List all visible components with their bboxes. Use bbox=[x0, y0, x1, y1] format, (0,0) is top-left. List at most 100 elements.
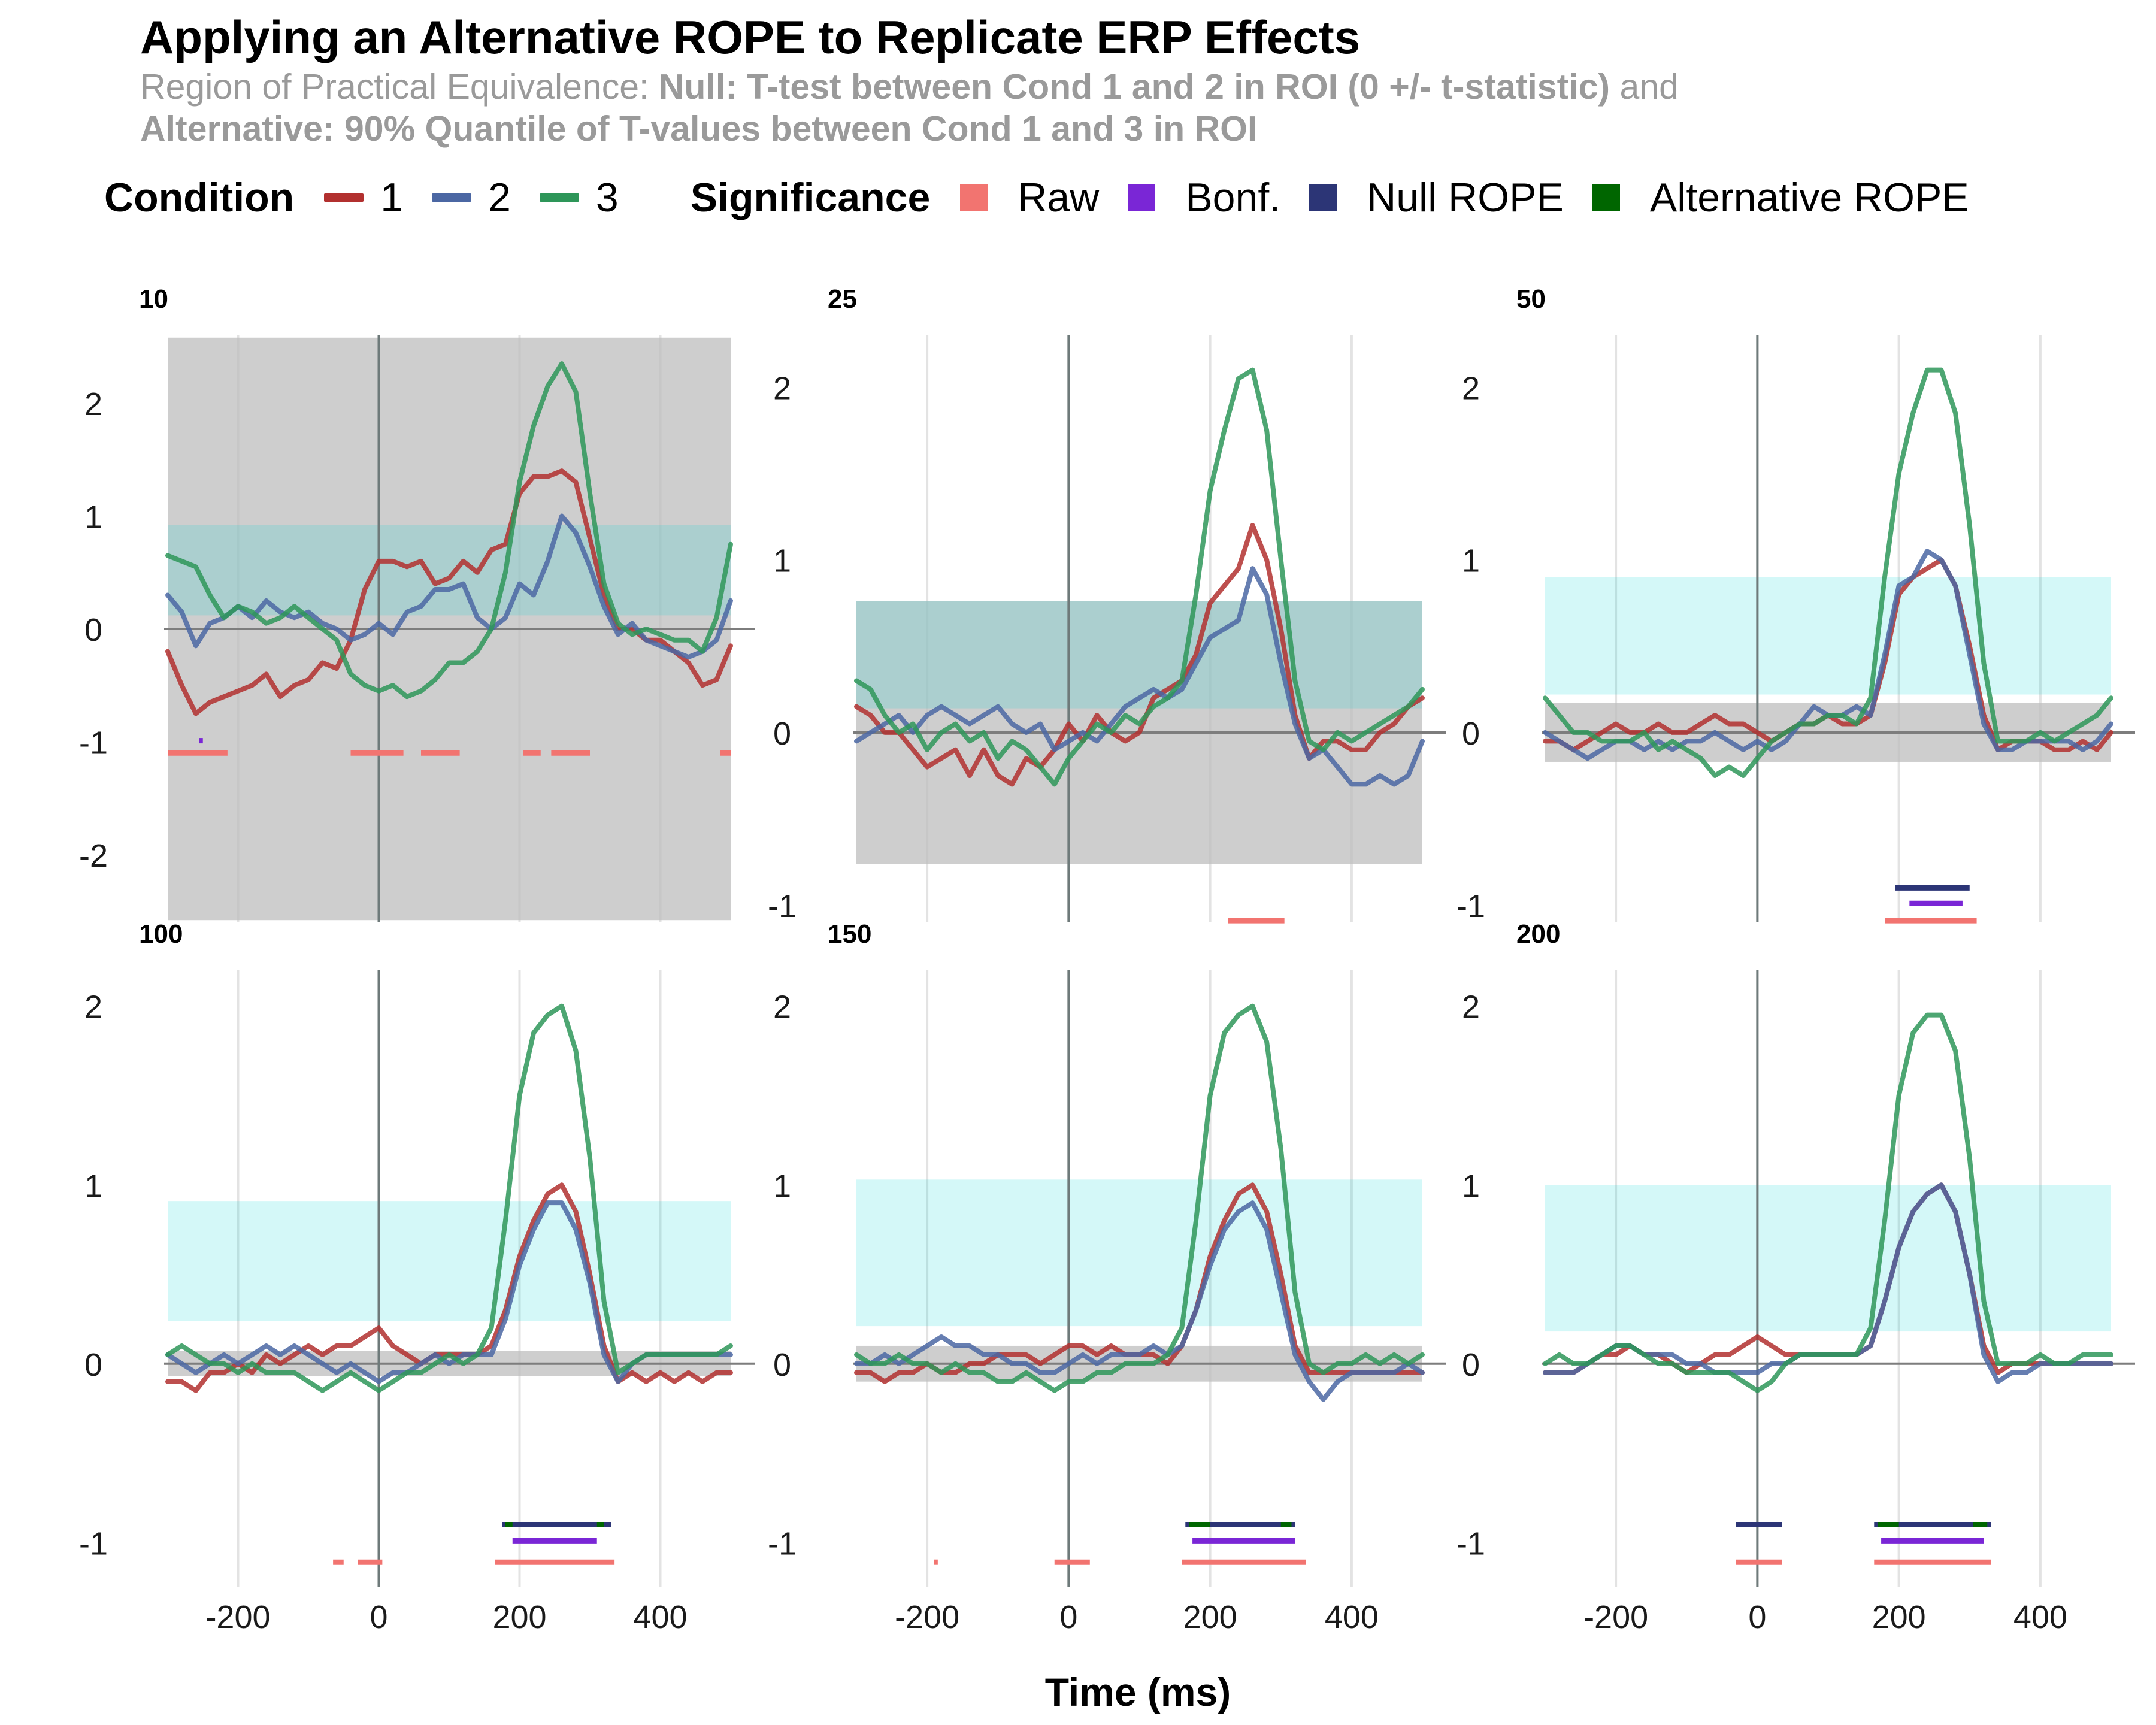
legend-square-swatch bbox=[960, 184, 988, 211]
chart-subtitle-line-1: Region of Practical Equivalence: Null: T… bbox=[140, 66, 1679, 108]
y-tick-label: -2 bbox=[79, 838, 108, 874]
y-tick-label: 1 bbox=[84, 500, 102, 535]
facet-label: 25 bbox=[828, 285, 857, 314]
y-tick-label: 1 bbox=[1462, 543, 1480, 579]
y-tick-label: 0 bbox=[1462, 716, 1480, 752]
chart-header: Applying an Alternative ROPE to Replicat… bbox=[140, 8, 1679, 150]
x-tick-label: 400 bbox=[1325, 1599, 1379, 1635]
legend-sig-alt-rope: Alternative ROPE bbox=[1592, 174, 1969, 221]
facet-label: 10 bbox=[139, 285, 168, 314]
facet-label: 100 bbox=[139, 919, 183, 949]
legend-sig-bonf: Bonf. bbox=[1128, 174, 1280, 221]
x-tick-label: -200 bbox=[205, 1599, 270, 1635]
x-tick-label: 200 bbox=[492, 1599, 546, 1635]
y-tick-label: 0 bbox=[773, 716, 791, 752]
facet-panel-100: 100 -1 0 1 2 -200 0 200 400 bbox=[79, 919, 755, 1635]
series-line-condition-2 bbox=[165, 513, 733, 660]
alt-rope-band bbox=[856, 601, 1422, 709]
series-line-condition-3 bbox=[854, 1003, 1425, 1393]
legend-condition-2: 2 bbox=[432, 174, 511, 221]
x-tick-label: 200 bbox=[1872, 1599, 1926, 1635]
y-tick-label: 2 bbox=[84, 386, 102, 422]
legend-label: Bonf. bbox=[1185, 175, 1281, 220]
subtitle-prefix: Region of Practical Equivalence: bbox=[140, 67, 659, 107]
y-tick-label: 0 bbox=[84, 612, 102, 648]
legend-label: 3 bbox=[595, 175, 619, 220]
legend-square-swatch bbox=[1592, 184, 1620, 211]
y-tick-label: 0 bbox=[1462, 1347, 1480, 1383]
legend-condition-1: 1 bbox=[324, 174, 403, 221]
legend-condition-3: 3 bbox=[539, 174, 619, 221]
x-tick-label: -200 bbox=[1583, 1599, 1648, 1635]
series-line-condition-3 bbox=[165, 361, 733, 700]
chart-subtitle-line-2: Alternative: 90% Quantile of T-values be… bbox=[140, 108, 1679, 150]
legend-sig-null-rope: Null ROPE bbox=[1309, 174, 1564, 221]
y-tick-label: -1 bbox=[768, 888, 797, 924]
x-tick-label: 0 bbox=[370, 1599, 387, 1635]
facet-panel-150: 150 -1 0 1 2 -200 0 200 400 bbox=[768, 919, 1446, 1635]
facet-panel-200: 200 -1 0 1 2 -200 0 200 400 bbox=[1456, 919, 2135, 1635]
legend-line-swatch bbox=[432, 193, 472, 202]
facet-panel-50: 50 -1 0 1 2 bbox=[1456, 285, 2135, 924]
significance-legend: Significance Raw Bonf. Null ROPE Alterna… bbox=[691, 174, 1969, 221]
y-tick-label: 2 bbox=[1462, 370, 1480, 406]
legend-sig-raw: Raw bbox=[960, 174, 1099, 221]
x-tick-label: 400 bbox=[2013, 1599, 2067, 1635]
y-tick-label: 1 bbox=[773, 1168, 791, 1204]
y-tick-label: 2 bbox=[84, 989, 102, 1025]
alt-rope-band bbox=[1545, 577, 2111, 695]
legend-label: Alternative ROPE bbox=[1649, 175, 1969, 220]
y-tick-label: 1 bbox=[1462, 1168, 1480, 1204]
y-tick-label: -1 bbox=[79, 1526, 108, 1561]
y-tick-label: -1 bbox=[1456, 888, 1485, 924]
y-tick-label: 1 bbox=[84, 1168, 102, 1204]
y-tick-label: 0 bbox=[84, 1347, 102, 1383]
y-tick-label: -1 bbox=[1456, 1526, 1485, 1561]
legend-label: 1 bbox=[380, 175, 404, 220]
y-tick-label: -1 bbox=[768, 1526, 797, 1561]
legend-label: Raw bbox=[1018, 175, 1100, 220]
x-tick-label: 0 bbox=[1748, 1599, 1766, 1635]
subtitle-alt-rope: Alternative: 90% Quantile of T-values be… bbox=[140, 109, 1258, 149]
significance-legend-title: Significance bbox=[690, 175, 931, 220]
facet-label: 200 bbox=[1516, 919, 1560, 949]
alt-rope-band bbox=[168, 525, 731, 616]
y-tick-label: 2 bbox=[773, 989, 791, 1025]
facet-panel-25: 25 -1 0 1 2 bbox=[768, 285, 1446, 924]
x-axis-label: Time (ms) bbox=[1045, 1670, 1231, 1714]
subtitle-and: and bbox=[1610, 67, 1679, 107]
condition-legend: Condition 1 2 3 bbox=[104, 174, 691, 221]
series-line-condition-3 bbox=[854, 367, 1425, 787]
alt-rope-band bbox=[168, 1201, 731, 1321]
x-tick-label: -200 bbox=[895, 1599, 959, 1635]
series-line-condition-3 bbox=[1543, 1012, 2113, 1393]
legend-square-swatch bbox=[1128, 184, 1156, 211]
subtitle-null-rope: Null: T-test between Cond 1 and 2 in ROI… bbox=[658, 67, 1610, 107]
legend-label: 2 bbox=[488, 175, 511, 220]
y-tick-label: -1 bbox=[79, 725, 108, 761]
legend-square-swatch bbox=[1309, 184, 1337, 211]
series-line-condition-2 bbox=[854, 566, 1425, 787]
alt-rope-band bbox=[856, 1179, 1422, 1327]
chart-title: Applying an Alternative ROPE to Replicat… bbox=[140, 11, 1361, 63]
legend-line-swatch bbox=[539, 193, 579, 202]
facet-label: 50 bbox=[1516, 285, 1546, 314]
y-tick-label: 1 bbox=[773, 543, 791, 579]
legend: Condition 1 2 3 Significance Raw Bonf. N… bbox=[104, 168, 1969, 228]
x-tick-label: 200 bbox=[1183, 1599, 1237, 1635]
series-line-condition-3 bbox=[165, 1003, 733, 1393]
series-line-condition-3 bbox=[1543, 367, 2113, 778]
facet-panel-10: 10 -2 -1 0 1 2 bbox=[79, 285, 755, 922]
x-tick-label: 0 bbox=[1059, 1599, 1077, 1635]
y-tick-label: 2 bbox=[1462, 989, 1480, 1025]
condition-legend-title: Condition bbox=[104, 175, 295, 220]
x-tick-label: 400 bbox=[633, 1599, 687, 1635]
y-tick-label: 2 bbox=[773, 370, 791, 406]
series-line-condition-2 bbox=[854, 1200, 1425, 1402]
alt-rope-band bbox=[1545, 1185, 2111, 1332]
facet-label: 150 bbox=[828, 919, 871, 949]
y-tick-label: 0 bbox=[773, 1347, 791, 1383]
legend-label: Null ROPE bbox=[1367, 175, 1564, 220]
legend-line-swatch bbox=[324, 193, 364, 202]
